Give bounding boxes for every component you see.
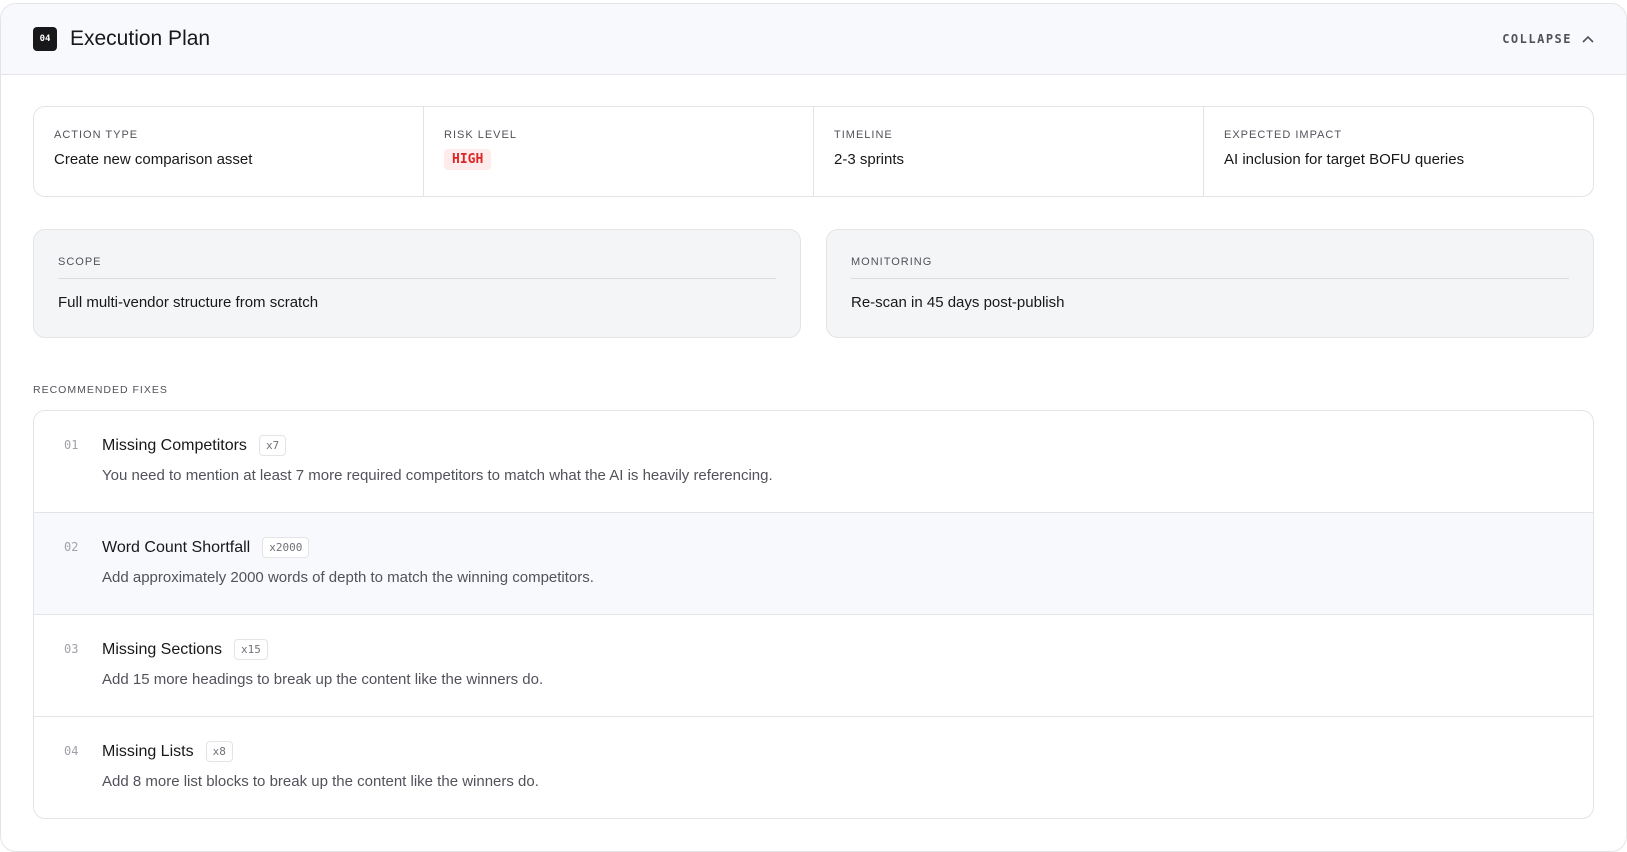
monitoring-value: Re-scan in 45 days post-publish: [851, 294, 1065, 311]
fix-title: Word Count Shortfall: [102, 538, 251, 556]
fix-description: Add 8 more list blocks to break up the c…: [102, 773, 539, 790]
list-item: 03 Missing Sections x15 Add 15 more headi…: [34, 615, 1593, 717]
fix-count-tag: x8: [205, 741, 233, 762]
stat-expected-impact: EXPECTED IMPACT AI inclusion for target …: [1204, 107, 1593, 196]
scope-box: SCOPE Full multi-vendor structure from s…: [33, 229, 801, 338]
stat-risk-level: RISK LEVEL HIGH: [424, 107, 814, 196]
scope-value: Full multi-vendor structure from scratch: [58, 294, 319, 311]
fix-number: 01: [64, 438, 79, 452]
stat-value: AI inclusion for target BOFU queries: [1224, 151, 1465, 168]
fix-title: Missing Lists: [102, 742, 194, 760]
stat-value: 2-3 sprints: [834, 151, 905, 168]
section-number-badge: 04: [33, 27, 57, 51]
fix-description: You need to mention at least 7 more requ…: [102, 467, 773, 484]
stat-timeline: TIMELINE 2-3 sprints: [814, 107, 1204, 196]
fix-count-tag: x7: [258, 435, 287, 456]
list-item: 02 Word Count Shortfall x2000 Add approxi…: [34, 513, 1593, 615]
risk-badge: HIGH: [444, 149, 492, 170]
fix-title: Missing Competitors: [102, 436, 247, 454]
recommended-fixes-heading: RECOMMENDED FIXES: [33, 384, 168, 396]
section-title: Execution Plan: [70, 27, 211, 50]
stat-value: Create new comparison asset: [54, 151, 253, 168]
collapse-label: COLLAPSE: [1502, 32, 1572, 46]
fix-count-tag: x15: [234, 639, 268, 660]
list-item: 01 Missing Competitors x7 You need to men…: [34, 411, 1593, 513]
stat-label: ACTION TYPE: [54, 129, 139, 141]
monitoring-label: MONITORING: [851, 256, 1569, 279]
execution-plan-card: 04 Execution Plan COLLAPSE ACTION TYPE C…: [0, 3, 1627, 852]
list-item: 04 Missing Lists x8 Add 8 more list block…: [34, 717, 1593, 818]
fix-number: 02: [64, 540, 79, 554]
fix-description: Add approximately 2000 words of depth to…: [102, 569, 594, 586]
collapse-button[interactable]: COLLAPSE: [1502, 32, 1594, 46]
fix-number: 04: [64, 744, 79, 758]
fix-number: 03: [64, 642, 79, 656]
fix-description: Add 15 more headings to break up the con…: [102, 671, 544, 688]
fix-title: Missing Sections: [102, 640, 223, 658]
stat-label: RISK LEVEL: [444, 129, 517, 141]
stat-action-type: ACTION TYPE Create new comparison asset: [34, 107, 424, 196]
fix-count-tag: x2000: [262, 537, 310, 558]
stat-label: EXPECTED IMPACT: [1224, 129, 1343, 141]
chevron-up-icon: [1582, 35, 1594, 43]
fixes-list: 01 Missing Competitors x7 You need to men…: [33, 410, 1594, 819]
scope-label: SCOPE: [58, 256, 776, 279]
card-header: 04 Execution Plan COLLAPSE: [1, 4, 1626, 75]
monitoring-box: MONITORING Re-scan in 45 days post-publi…: [826, 229, 1594, 338]
summary-stats: ACTION TYPE Create new comparison asset …: [33, 106, 1594, 197]
stat-label: TIMELINE: [834, 129, 893, 141]
